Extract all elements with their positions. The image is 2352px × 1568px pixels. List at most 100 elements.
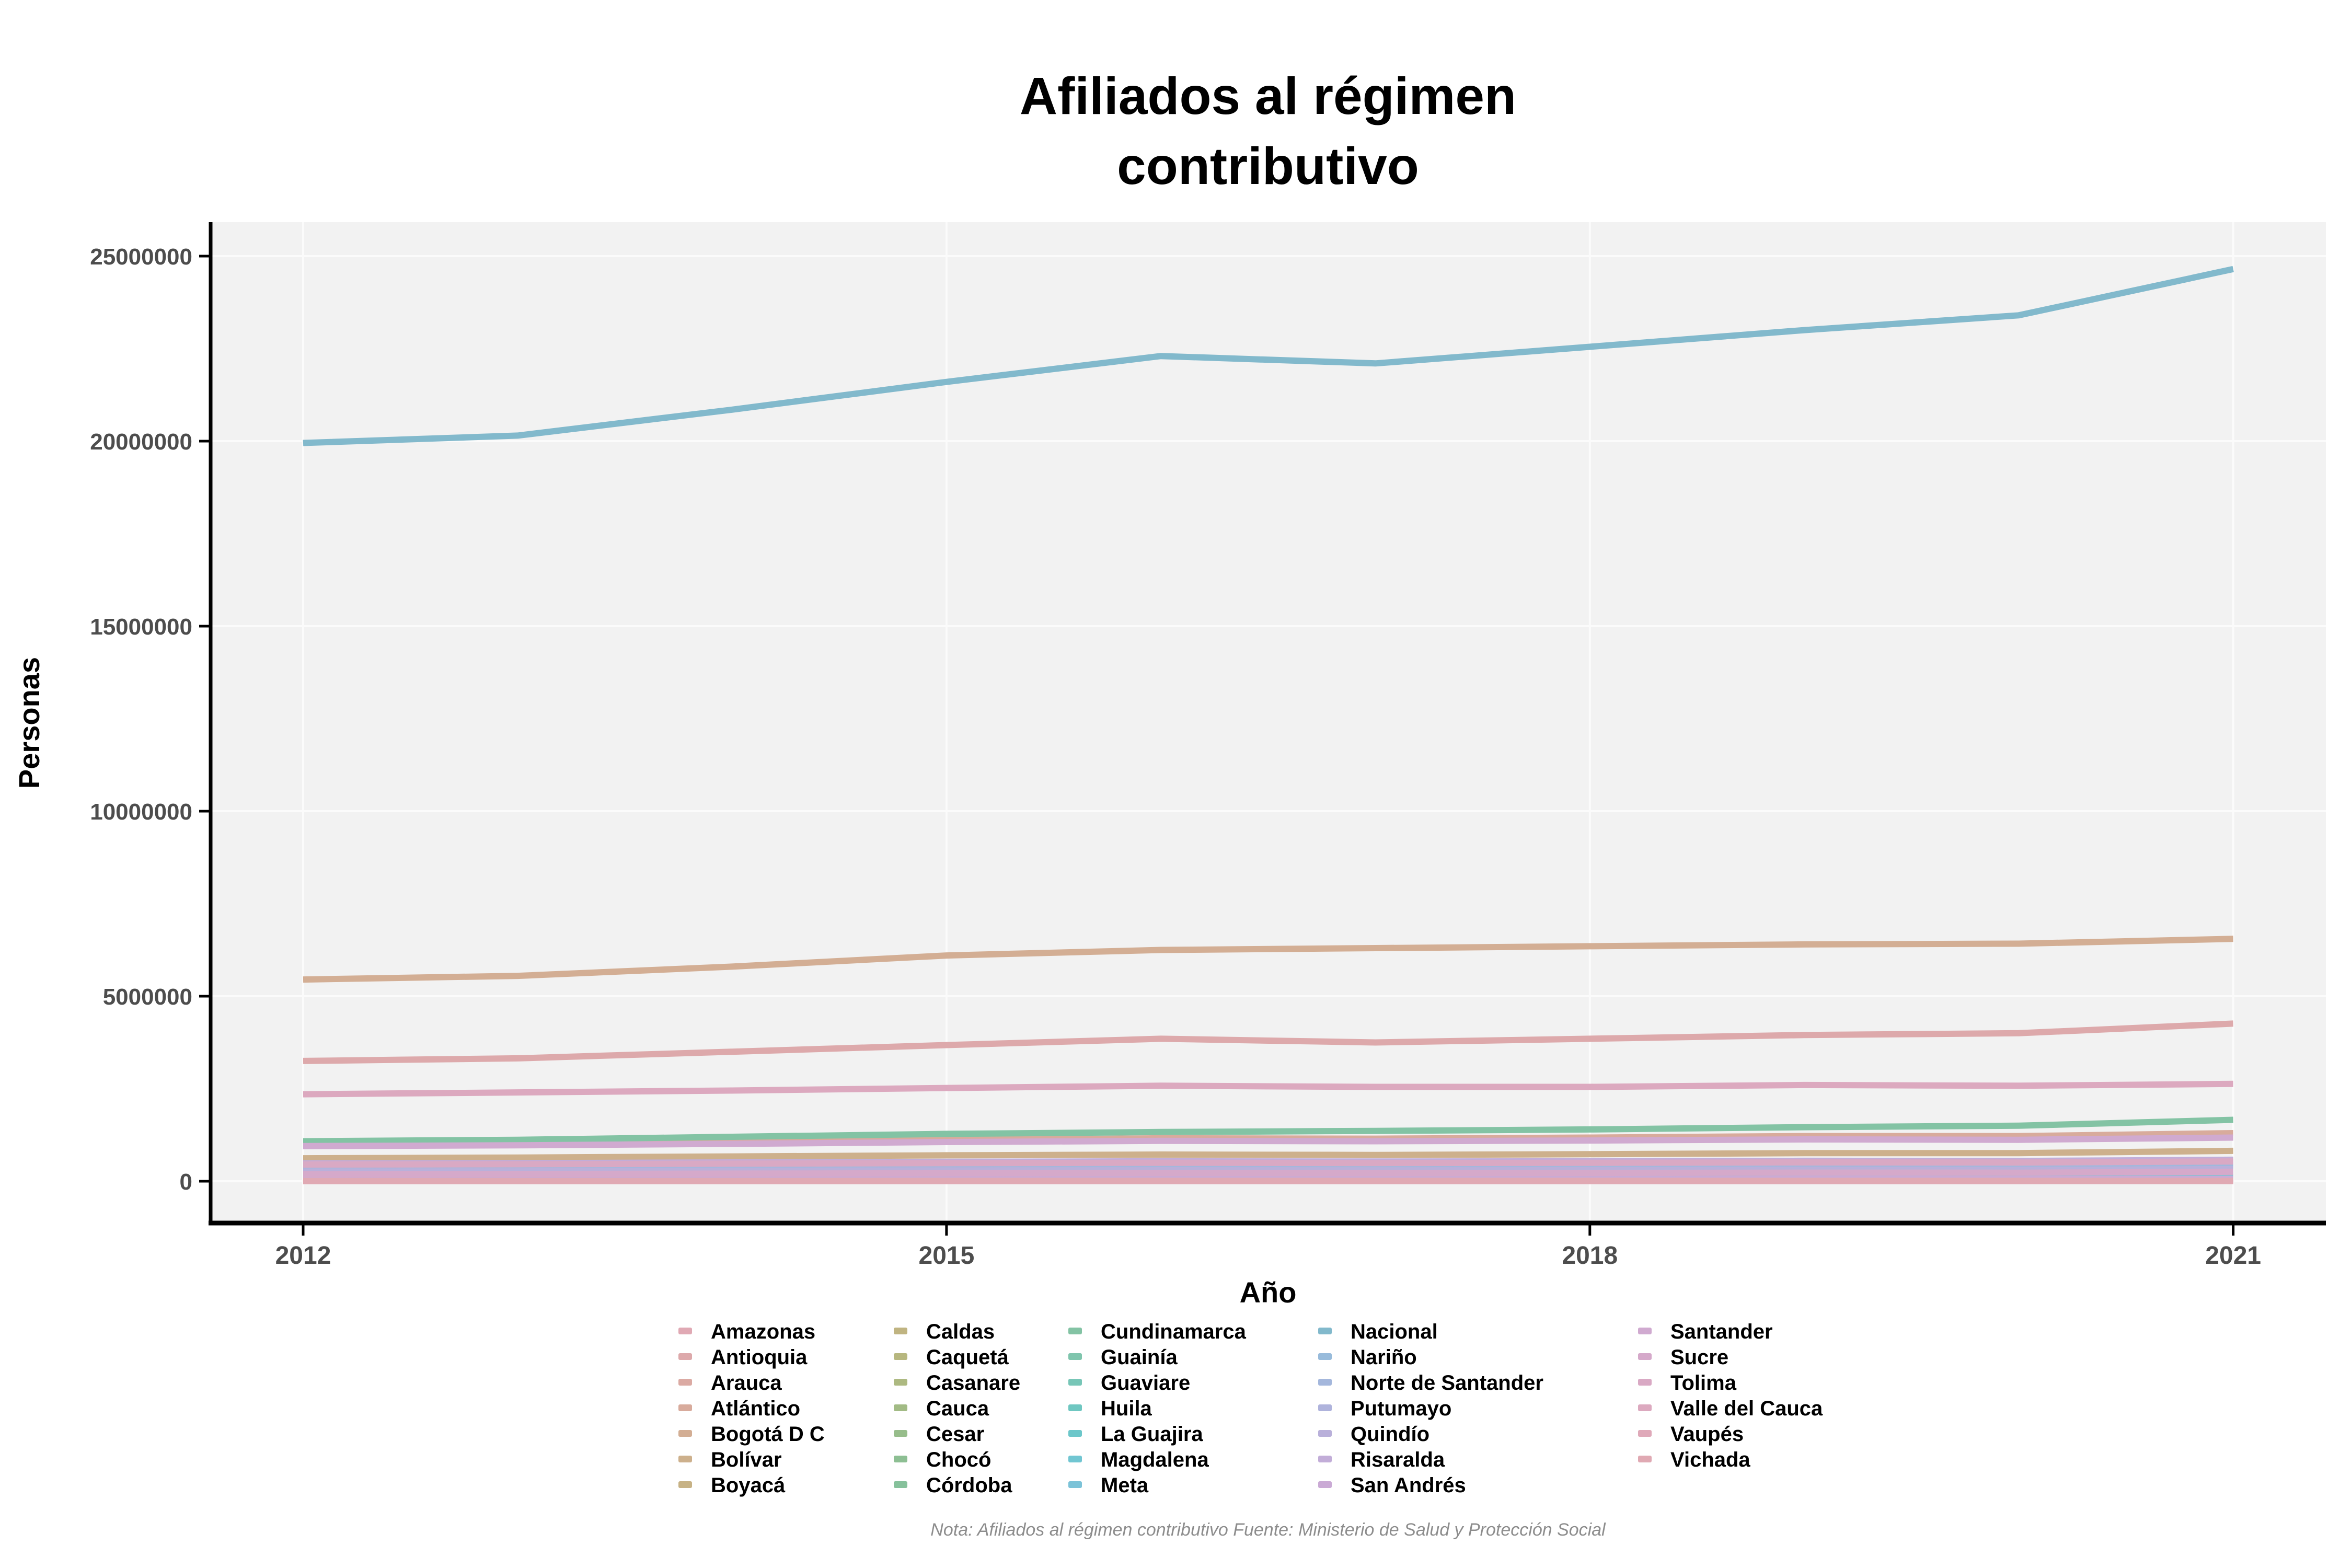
legend-item-label: Bogotá D C bbox=[711, 1423, 825, 1446]
legend-swatch bbox=[894, 1379, 907, 1386]
legend-item: Cundinamarca bbox=[1068, 1320, 1247, 1343]
y-tick-label: 15000000 bbox=[90, 614, 192, 640]
legend-item: Magdalena bbox=[1068, 1448, 1209, 1471]
legend-item: Norte de Santander bbox=[1318, 1371, 1543, 1394]
legend-swatch bbox=[1068, 1481, 1082, 1488]
legend-swatch bbox=[678, 1456, 692, 1462]
legend-swatch bbox=[894, 1404, 907, 1411]
legend-item-label: Quindío bbox=[1351, 1423, 1429, 1446]
legend-item: Guainía bbox=[1068, 1346, 1178, 1369]
legend-item: Putumayo bbox=[1318, 1397, 1451, 1420]
series-lines bbox=[303, 266, 2234, 1184]
legend-item: Tolima bbox=[1638, 1371, 1737, 1394]
chart-title-line1: Afiliados al régimen bbox=[1020, 67, 1516, 125]
tick-labels: 0 5000000 10000000 15000000 20000000 25000000… bbox=[90, 244, 2261, 1270]
legend-item: Valle del Cauca bbox=[1638, 1397, 1823, 1420]
legend-item-label: Córdoba bbox=[926, 1474, 1012, 1497]
series-line-bolívar bbox=[303, 1147, 2233, 1162]
legend-swatch bbox=[1318, 1379, 1332, 1386]
legend-item: Caldas bbox=[894, 1320, 995, 1343]
y-tick-label: 20000000 bbox=[90, 429, 192, 455]
legend-item: Antioquia bbox=[678, 1346, 808, 1369]
legend-swatch bbox=[1068, 1430, 1082, 1437]
legend-swatch bbox=[1638, 1430, 1652, 1437]
legend-swatch bbox=[678, 1481, 692, 1488]
legend-swatch bbox=[1068, 1328, 1082, 1334]
legend-item: Córdoba bbox=[894, 1474, 1012, 1497]
series-line-sucre bbox=[303, 1168, 2233, 1178]
legend-item-label: Casanare bbox=[926, 1371, 1020, 1394]
legend-item-label: Guainía bbox=[1101, 1346, 1178, 1369]
legend-swatch bbox=[894, 1328, 907, 1334]
legend-item: Vaupés bbox=[1638, 1423, 1744, 1446]
legend-item-label: Risaralda bbox=[1351, 1448, 1445, 1471]
legend-swatch bbox=[1638, 1353, 1652, 1360]
legend-item-label: Cundinamarca bbox=[1101, 1320, 1247, 1343]
footnote: Nota: Afiliados al régimen contributivo … bbox=[930, 1520, 1606, 1540]
legend-item: Nariño bbox=[1318, 1346, 1417, 1369]
legend-item: Quindío bbox=[1318, 1423, 1429, 1446]
legend-swatch bbox=[1318, 1353, 1332, 1360]
series-line-bogotá-d-c bbox=[303, 936, 2233, 983]
legend-item: Atlántico bbox=[678, 1397, 800, 1420]
legend-item: Vichada bbox=[1638, 1448, 1750, 1471]
legend-swatch bbox=[1638, 1456, 1652, 1462]
legend-item: Sucre bbox=[1638, 1346, 1728, 1369]
legend-item-label: Meta bbox=[1101, 1474, 1149, 1497]
legend-item: Arauca bbox=[678, 1371, 782, 1394]
series-line-cundinamarca bbox=[303, 1116, 2233, 1145]
y-tick-label: 25000000 bbox=[90, 244, 192, 270]
legend-item-label: Amazonas bbox=[711, 1320, 815, 1343]
legend-item: Huila bbox=[1068, 1397, 1152, 1420]
y-tick-label: 5000000 bbox=[103, 984, 192, 1010]
legend-swatch bbox=[1068, 1404, 1082, 1411]
x-tick-label: 2018 bbox=[1562, 1242, 1618, 1270]
legend-item: Chocó bbox=[894, 1448, 991, 1471]
legend-item-label: Nariño bbox=[1351, 1346, 1417, 1369]
legend-item-label: Vichada bbox=[1670, 1448, 1750, 1471]
legend-item-label: Caldas bbox=[926, 1320, 995, 1343]
legend-item: La Guajira bbox=[1068, 1423, 1203, 1446]
legend-swatch bbox=[1318, 1430, 1332, 1437]
legend-swatch bbox=[1638, 1328, 1652, 1334]
legend-item-label: Atlántico bbox=[711, 1397, 800, 1420]
legend-swatch bbox=[678, 1379, 692, 1386]
legend-item: Bogotá D C bbox=[678, 1423, 825, 1446]
legend-item: Risaralda bbox=[1318, 1448, 1445, 1471]
series-line-antioquia bbox=[303, 1020, 2233, 1064]
legend-swatch bbox=[678, 1430, 692, 1437]
legend-item: Boyacá bbox=[678, 1474, 786, 1497]
legend-item: Caquetá bbox=[894, 1346, 1009, 1369]
legend-swatch bbox=[678, 1353, 692, 1360]
legend-item: Meta bbox=[1068, 1474, 1149, 1497]
legend-swatch bbox=[1068, 1456, 1082, 1462]
legend-swatch bbox=[894, 1353, 907, 1360]
legend-item: Guaviare bbox=[1068, 1371, 1190, 1394]
legend-item-label: Valle del Cauca bbox=[1670, 1397, 1823, 1420]
series-line-nacional bbox=[303, 266, 2234, 446]
legend-swatch bbox=[678, 1328, 692, 1334]
legend-item-label: Tolima bbox=[1670, 1371, 1737, 1394]
y-tick-label: 0 bbox=[180, 1169, 192, 1195]
legend-item: Cesar bbox=[894, 1423, 984, 1446]
x-tick-label: 2015 bbox=[919, 1242, 975, 1270]
legend-item-label: Boyacá bbox=[711, 1474, 786, 1497]
legend-item-label: La Guajira bbox=[1101, 1423, 1203, 1446]
y-axis-title: Personas bbox=[13, 657, 45, 789]
legend-item-label: Cesar bbox=[926, 1423, 984, 1446]
legend-item-label: San Andrés bbox=[1351, 1474, 1466, 1497]
x-tick-label: 2012 bbox=[275, 1242, 331, 1270]
legend-item: Santander bbox=[1638, 1320, 1773, 1343]
series-line-valle-del-cauca bbox=[303, 1080, 2233, 1098]
legend-swatch bbox=[894, 1481, 907, 1488]
legend-item-label: Chocó bbox=[926, 1448, 991, 1471]
plot-panel bbox=[211, 222, 2326, 1223]
legend-item: Casanare bbox=[894, 1371, 1020, 1394]
legend-item-label: Nacional bbox=[1351, 1320, 1438, 1343]
legend-swatch bbox=[1318, 1481, 1332, 1488]
legend-swatch bbox=[1638, 1379, 1652, 1386]
legend-item-label: Antioquia bbox=[711, 1346, 808, 1369]
